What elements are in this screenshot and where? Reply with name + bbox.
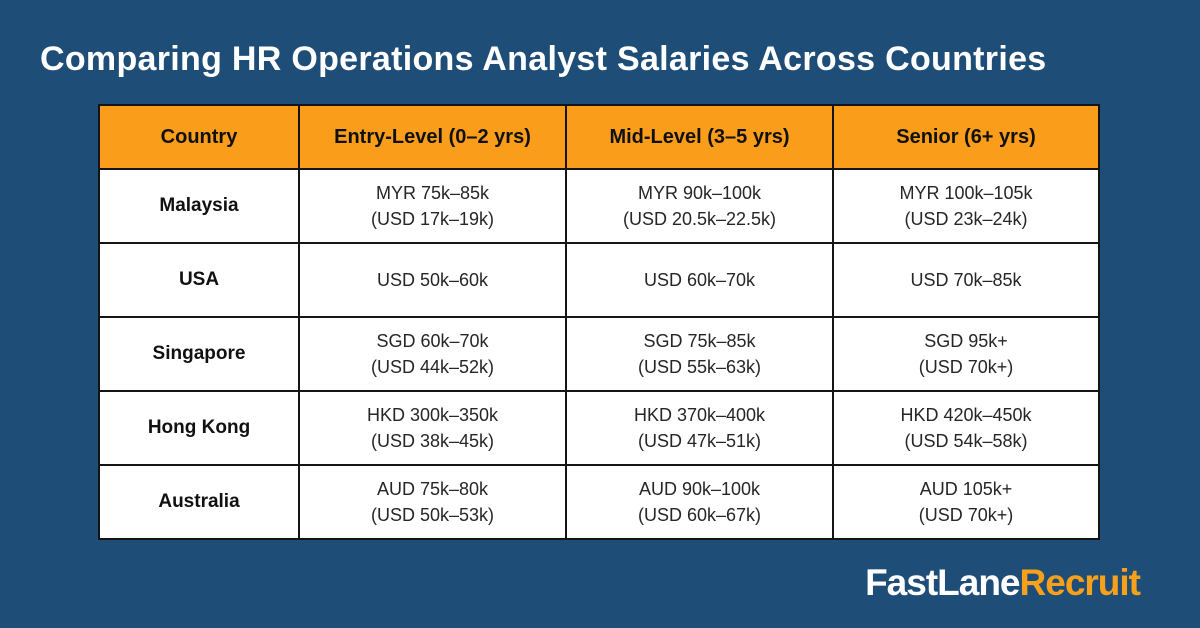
table-row-hong-kong: Hong Kong HKD 300k–350k (USD 38k–45k) HK… bbox=[98, 390, 1100, 466]
salary-local: USD 70k–85k bbox=[910, 270, 1022, 290]
table-cell: HKD 370k–400k (USD 47k–51k) bbox=[565, 390, 834, 466]
salary-usd: (USD 38k–45k) bbox=[370, 431, 495, 451]
salary-usd: (USD 17k–19k) bbox=[370, 209, 495, 229]
salary-usd: (USD 55k–63k) bbox=[637, 357, 762, 377]
salary-local: USD 50k–60k bbox=[376, 270, 489, 290]
brand-logo-recruit: Recruit bbox=[1019, 562, 1141, 603]
country-label: Australia bbox=[158, 491, 240, 512]
country-cell: Singapore bbox=[98, 316, 300, 392]
salary-table: Country Entry-Level (0–2 yrs) Mid-Level … bbox=[98, 104, 1100, 540]
table-row-usa: USA USD 50k–60k USD 60k–70k USD 70k–85k bbox=[98, 242, 1100, 318]
table-cell: MYR 100k–105k (USD 23k–24k) bbox=[832, 168, 1100, 244]
salary-table-container: Country Entry-Level (0–2 yrs) Mid-Level … bbox=[98, 104, 1100, 540]
table-cell: HKD 420k–450k (USD 54k–58k) bbox=[832, 390, 1100, 466]
salary-local: MYR 90k–100k bbox=[637, 183, 762, 203]
table-cell: AUD 105k+ (USD 70k+) bbox=[832, 464, 1100, 540]
salary-usd: (USD 44k–52k) bbox=[370, 357, 495, 377]
country-cell: USA bbox=[98, 242, 300, 318]
salary-local: AUD 75k–80k bbox=[376, 479, 489, 499]
salary-local: MYR 75k–85k bbox=[375, 183, 490, 203]
salary-local: MYR 100k–105k bbox=[899, 183, 1033, 203]
salary-usd: (USD 70k+) bbox=[918, 357, 1014, 377]
table-cell: SGD 95k+ (USD 70k+) bbox=[832, 316, 1100, 392]
salary-local: HKD 370k–400k bbox=[633, 405, 766, 425]
salary-usd: (USD 20.5k–22.5k) bbox=[622, 209, 777, 229]
table-cell: MYR 75k–85k (USD 17k–19k) bbox=[298, 168, 567, 244]
salary-usd: (USD 50k–53k) bbox=[370, 505, 495, 525]
country-cell: Malaysia bbox=[98, 168, 300, 244]
table-row-malaysia: Malaysia MYR 75k–85k (USD 17k–19k) MYR 9… bbox=[98, 168, 1100, 244]
table-header-row: Country Entry-Level (0–2 yrs) Mid-Level … bbox=[98, 104, 1100, 170]
salary-usd: (USD 23k–24k) bbox=[904, 209, 1028, 229]
salary-usd: (USD 47k–51k) bbox=[637, 431, 762, 451]
table-cell: SGD 75k–85k (USD 55k–63k) bbox=[565, 316, 834, 392]
salary-local: USD 60k–70k bbox=[643, 270, 756, 290]
salary-local: AUD 105k+ bbox=[919, 479, 1013, 499]
brand-logo: FastLaneRecruit bbox=[865, 562, 1141, 604]
country-label: Hong Kong bbox=[147, 417, 251, 438]
table-cell: AUD 75k–80k (USD 50k–53k) bbox=[298, 464, 567, 540]
table-cell: MYR 90k–100k (USD 20.5k–22.5k) bbox=[565, 168, 834, 244]
salary-local: HKD 300k–350k bbox=[366, 405, 499, 425]
country-label: Malaysia bbox=[159, 195, 239, 216]
country-cell: Hong Kong bbox=[98, 390, 300, 466]
brand-logo-fastlane: FastLane bbox=[865, 562, 1020, 603]
table-cell: AUD 90k–100k (USD 60k–67k) bbox=[565, 464, 834, 540]
salary-local: SGD 95k+ bbox=[924, 331, 1008, 351]
table-row-singapore: Singapore SGD 60k–70k (USD 44k–52k) SGD … bbox=[98, 316, 1100, 392]
column-header-entry-level: Entry-Level (0–2 yrs) bbox=[298, 104, 567, 170]
table-row-australia: Australia AUD 75k–80k (USD 50k–53k) AUD … bbox=[98, 464, 1100, 540]
country-label: Singapore bbox=[152, 343, 246, 364]
salary-usd: (USD 54k–58k) bbox=[904, 431, 1028, 451]
table-cell: HKD 300k–350k (USD 38k–45k) bbox=[298, 390, 567, 466]
column-header-country: Country bbox=[98, 104, 300, 170]
salary-usd: (USD 70k+) bbox=[918, 505, 1014, 525]
salary-local: SGD 75k–85k bbox=[643, 331, 756, 351]
salary-local: SGD 60k–70k bbox=[376, 331, 489, 351]
table-cell: USD 60k–70k bbox=[565, 242, 834, 318]
page-title: Comparing HR Operations Analyst Salaries… bbox=[40, 40, 1047, 78]
country-label: USA bbox=[178, 269, 220, 290]
column-header-mid-level: Mid-Level (3–5 yrs) bbox=[565, 104, 834, 170]
table-cell: USD 50k–60k bbox=[298, 242, 567, 318]
country-cell: Australia bbox=[98, 464, 300, 540]
salary-local: HKD 420k–450k bbox=[900, 405, 1032, 425]
column-header-senior: Senior (6+ yrs) bbox=[832, 104, 1100, 170]
salary-usd: (USD 60k–67k) bbox=[637, 505, 762, 525]
table-cell: SGD 60k–70k (USD 44k–52k) bbox=[298, 316, 567, 392]
table-cell: USD 70k–85k bbox=[832, 242, 1100, 318]
salary-local: AUD 90k–100k bbox=[638, 479, 761, 499]
